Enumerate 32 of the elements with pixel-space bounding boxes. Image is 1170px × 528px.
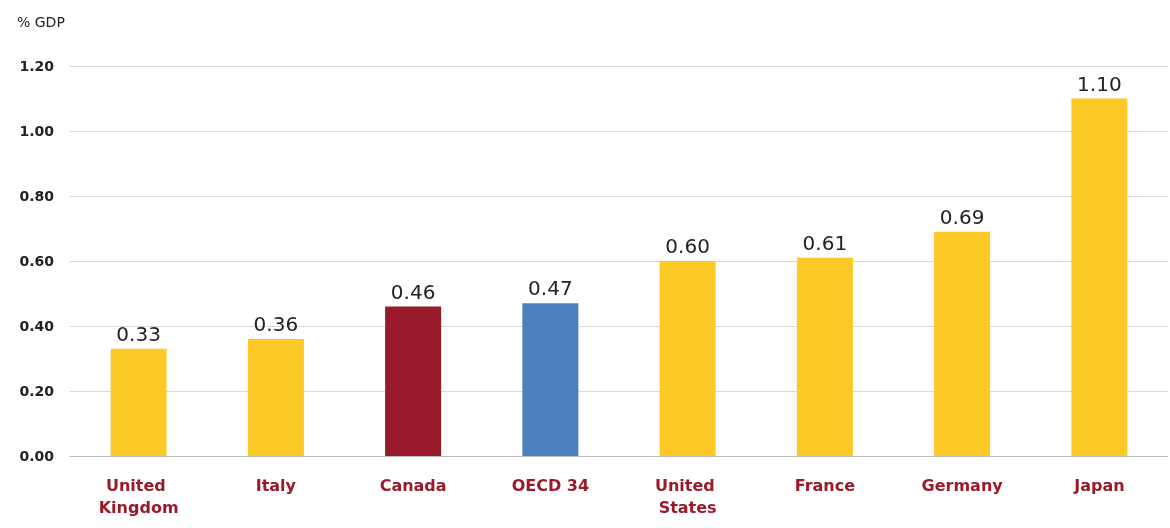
x-tick-label: United States — [654, 475, 721, 517]
x-tick-label: France — [794, 475, 856, 495]
x-tick-label: OECD 34 — [511, 475, 590, 495]
y-tick-label: 0.40 — [19, 318, 55, 334]
y-axis-title: % GDP — [17, 14, 65, 30]
data-label: 1.10 — [1077, 71, 1122, 96]
y-tick-label: 1.00 — [19, 123, 55, 139]
data-label: 0.47 — [528, 276, 573, 301]
data-label: 0.36 — [253, 312, 299, 336]
y-tick-label: 0.60 — [19, 253, 55, 269]
bar — [522, 303, 579, 456]
data-label: 0.46 — [390, 279, 436, 304]
bar — [659, 261, 716, 456]
bar — [110, 348, 167, 456]
x-tick-label: United Kingdom — [98, 475, 179, 517]
x-tick-label: Italy — [255, 475, 297, 495]
y-tick-label: 0.20 — [19, 383, 55, 399]
bar — [1071, 98, 1128, 456]
y-tick-label: 0.80 — [19, 188, 55, 204]
y-tick-label: 0.00 — [19, 448, 55, 464]
bar — [247, 339, 304, 456]
bar — [796, 257, 853, 456]
x-tick-label: Canada — [379, 475, 447, 495]
data-label: 0.69 — [939, 204, 985, 229]
x-tick-label: Germany — [921, 475, 1004, 495]
data-label: 0.60 — [665, 234, 710, 258]
bar — [385, 306, 442, 456]
data-label: 0.33 — [116, 321, 161, 346]
bar — [934, 231, 991, 456]
data-label: 0.61 — [802, 230, 848, 255]
x-tick-label: Japan — [1073, 475, 1125, 495]
y-tick-label: 1.20 — [19, 58, 55, 74]
